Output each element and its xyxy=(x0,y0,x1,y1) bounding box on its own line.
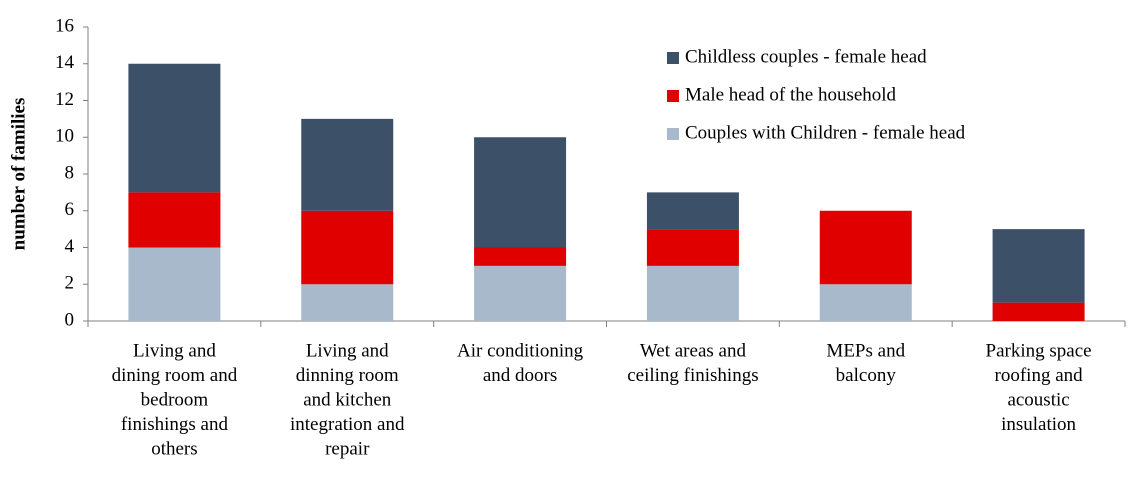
bar-segment xyxy=(474,137,567,248)
y-tick-label: 12 xyxy=(55,89,74,110)
y-tick-label: 6 xyxy=(65,199,75,220)
y-tick-label: 0 xyxy=(65,309,75,330)
x-tick-label: dinning room xyxy=(296,365,399,386)
bar-segment xyxy=(128,247,221,321)
x-tick-label: Parking space xyxy=(986,340,1092,361)
bar-segment xyxy=(646,229,739,266)
x-tick-label: ceiling finishings xyxy=(627,365,758,386)
x-tick-label: integration and xyxy=(290,414,405,435)
x-tick-label: repair xyxy=(325,438,370,459)
x-tick-label: finishings and xyxy=(121,414,229,435)
x-tick-label: bedroom xyxy=(141,389,209,410)
x-tick-label: dining room and xyxy=(112,365,238,386)
x-tick-label: acoustic xyxy=(1007,389,1069,410)
bar-segment xyxy=(128,63,221,193)
bar-segment xyxy=(992,302,1085,321)
y-tick-label: 8 xyxy=(65,162,75,183)
legend-swatch xyxy=(667,128,679,140)
legend-label: Couples with Children - female head xyxy=(685,122,966,143)
y-tick-label: 16 xyxy=(55,15,74,36)
y-tick-label: 2 xyxy=(65,273,75,294)
x-tick-label: Air conditioning xyxy=(457,340,584,361)
x-tick-label: balcony xyxy=(836,365,897,386)
y-tick-label: 10 xyxy=(55,126,74,147)
bar-segment xyxy=(992,229,1085,303)
bar-segment xyxy=(301,118,394,211)
y-axis-label: number of families xyxy=(8,98,29,251)
bar-segment xyxy=(646,265,739,321)
x-tick-label: Wet areas and xyxy=(640,340,747,361)
y-tick-label: 14 xyxy=(55,52,75,73)
legend-swatch xyxy=(667,52,679,64)
x-tick-label: Living and xyxy=(306,340,389,361)
legend-swatch xyxy=(667,90,679,102)
bar-segment xyxy=(474,265,567,321)
bar-segment xyxy=(646,192,739,230)
x-tick-label: insulation xyxy=(1001,414,1076,435)
x-tick-label: others xyxy=(151,438,197,459)
y-tick-label: 4 xyxy=(65,236,75,257)
x-tick-label: and doors xyxy=(483,365,557,386)
bar-segment xyxy=(474,247,567,266)
legend-label: Male head of the household xyxy=(685,84,897,105)
x-tick-label: Living and xyxy=(133,340,216,361)
x-tick-label: roofing and xyxy=(995,365,1084,386)
bar-segment xyxy=(819,210,912,285)
bar-segment xyxy=(301,284,394,321)
bar-segment xyxy=(301,210,394,285)
bar-segment xyxy=(128,192,221,248)
x-tick-label: and kitchen xyxy=(303,389,392,410)
bar-segment xyxy=(819,284,912,321)
legend-label: Childless couples - female head xyxy=(685,46,927,67)
x-tick-label: MEPs and xyxy=(826,340,905,361)
